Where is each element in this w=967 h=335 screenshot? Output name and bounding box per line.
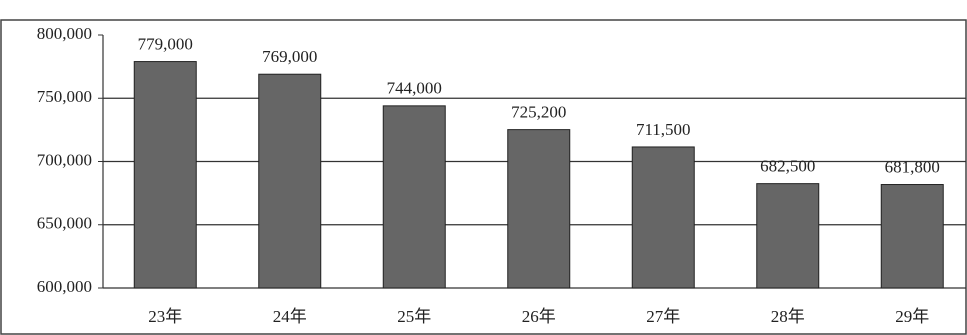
x-tick-label: 28年	[771, 307, 805, 326]
data-label: 769,000	[262, 47, 317, 66]
bar	[258, 73, 322, 289]
y-tick-label: 600,000	[37, 277, 92, 296]
x-tick-label: 29年	[895, 307, 929, 326]
x-tick-label: 24年	[273, 307, 307, 326]
x-tick-label: 25年	[397, 307, 431, 326]
data-label: 681,800	[885, 157, 940, 176]
bar	[880, 184, 944, 289]
data-label: 725,200	[511, 103, 566, 122]
y-tick-label: 650,000	[37, 214, 92, 233]
x-tick-label: 27年	[646, 307, 680, 326]
y-tick-label: 800,000	[37, 24, 92, 43]
x-tick-label: 23年	[148, 307, 182, 326]
data-label: 779,000	[138, 34, 193, 53]
data-label: 682,500	[760, 157, 815, 176]
data-label: 744,000	[387, 79, 442, 98]
bar	[133, 61, 197, 289]
bar	[382, 105, 446, 289]
bar	[631, 146, 695, 289]
y-tick-label: 700,000	[37, 150, 92, 169]
x-tick-label: 26年	[522, 307, 556, 326]
chart-frame	[0, 19, 967, 335]
bar	[756, 183, 820, 289]
data-label: 711,500	[636, 120, 691, 139]
y-tick-label: 750,000	[37, 87, 92, 106]
bar	[507, 129, 571, 289]
